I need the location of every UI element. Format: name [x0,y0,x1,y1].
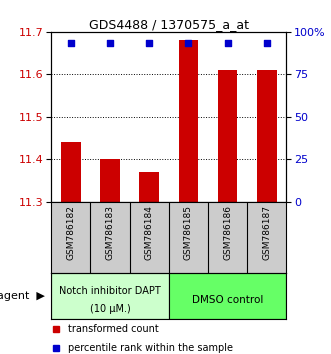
Text: GSM786182: GSM786182 [67,205,75,260]
Point [225,40,230,46]
Text: transformed count: transformed count [68,324,159,333]
Bar [179,40,198,202]
Bar [257,70,276,202]
Text: GSM786186: GSM786186 [223,205,232,260]
Text: percentile rank within the sample: percentile rank within the sample [68,343,233,353]
Bar [100,159,120,202]
Text: DMSO control: DMSO control [192,295,263,305]
Point [68,40,73,46]
Text: Notch inhibitor DAPT: Notch inhibitor DAPT [59,286,161,296]
Bar [61,142,81,202]
Text: GSM786185: GSM786185 [184,205,193,260]
Bar [139,172,159,202]
Point [186,40,191,46]
Point [147,40,152,46]
Point [107,40,113,46]
Text: GSM786183: GSM786183 [106,205,115,260]
Text: GSM786184: GSM786184 [145,205,154,260]
Point [264,40,269,46]
Bar [169,273,286,319]
Title: GDS4488 / 1370575_a_at: GDS4488 / 1370575_a_at [89,18,249,31]
Text: (10 μM.): (10 μM.) [90,304,130,314]
Bar [218,70,237,202]
Bar [51,273,169,319]
Text: agent  ▶: agent ▶ [0,291,45,301]
Text: GSM786187: GSM786187 [262,205,271,260]
